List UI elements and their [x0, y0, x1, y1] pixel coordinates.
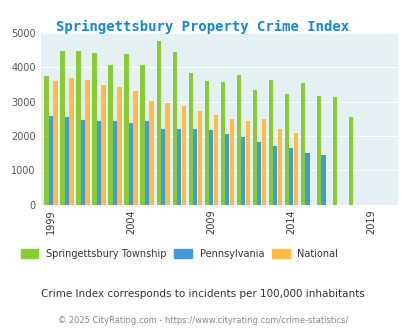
- Bar: [60, 51, 64, 205]
- Bar: [241, 137, 245, 205]
- Bar: [161, 129, 165, 205]
- Bar: [165, 103, 169, 205]
- Bar: [256, 142, 261, 205]
- Bar: [261, 119, 265, 205]
- Bar: [320, 155, 325, 205]
- Bar: [252, 90, 256, 205]
- Bar: [277, 129, 281, 205]
- Bar: [133, 91, 137, 205]
- Bar: [101, 85, 105, 205]
- Bar: [177, 129, 181, 205]
- Bar: [245, 121, 249, 205]
- Bar: [69, 78, 73, 205]
- Bar: [140, 65, 145, 205]
- Bar: [220, 82, 224, 205]
- Bar: [305, 153, 309, 205]
- Bar: [156, 41, 160, 205]
- Bar: [284, 94, 288, 205]
- Bar: [316, 96, 320, 205]
- Bar: [181, 106, 185, 205]
- Bar: [76, 51, 81, 205]
- Bar: [172, 51, 177, 205]
- Bar: [273, 146, 277, 205]
- Bar: [229, 119, 233, 205]
- Bar: [293, 133, 297, 205]
- Bar: [145, 121, 149, 205]
- Text: Springettsbury Property Crime Index: Springettsbury Property Crime Index: [56, 20, 349, 34]
- Bar: [268, 81, 272, 205]
- Bar: [81, 120, 85, 205]
- Bar: [348, 117, 352, 205]
- Bar: [288, 148, 293, 205]
- Bar: [192, 129, 197, 205]
- Bar: [53, 81, 58, 205]
- Bar: [236, 75, 240, 205]
- Bar: [197, 111, 201, 205]
- Legend: Springettsbury Township, Pennsylvania, National: Springettsbury Township, Pennsylvania, N…: [17, 245, 341, 262]
- Bar: [113, 121, 117, 205]
- Bar: [332, 97, 336, 205]
- Text: © 2025 CityRating.com - https://www.cityrating.com/crime-statistics/: © 2025 CityRating.com - https://www.city…: [58, 315, 347, 325]
- Bar: [129, 123, 133, 205]
- Bar: [204, 82, 209, 205]
- Bar: [85, 81, 90, 205]
- Bar: [117, 86, 121, 205]
- Bar: [213, 115, 217, 205]
- Bar: [124, 53, 128, 205]
- Bar: [209, 130, 213, 205]
- Bar: [65, 117, 69, 205]
- Bar: [97, 121, 101, 205]
- Bar: [92, 52, 96, 205]
- Bar: [149, 101, 153, 205]
- Bar: [224, 134, 229, 205]
- Bar: [188, 74, 192, 205]
- Bar: [108, 65, 113, 205]
- Text: Crime Index corresponds to incidents per 100,000 inhabitants: Crime Index corresponds to incidents per…: [41, 289, 364, 299]
- Bar: [44, 76, 49, 205]
- Bar: [49, 116, 53, 205]
- Bar: [300, 83, 304, 205]
